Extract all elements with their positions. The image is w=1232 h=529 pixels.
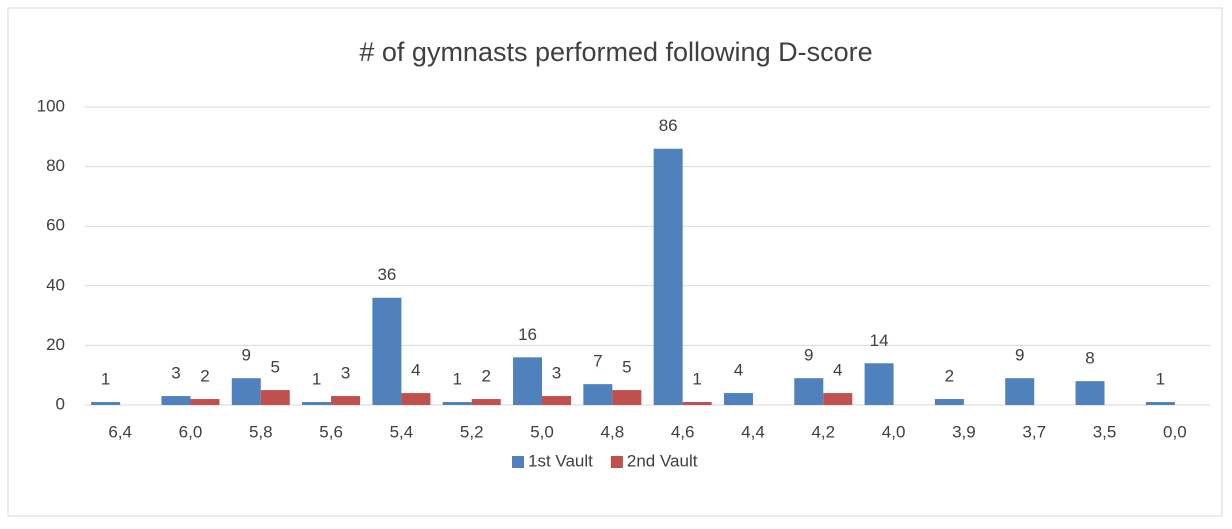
data-label: 9	[1015, 346, 1024, 365]
bar	[1145, 402, 1175, 405]
bar	[612, 390, 642, 405]
bar	[190, 399, 220, 405]
data-label: 2	[945, 367, 954, 386]
bar	[1075, 381, 1105, 405]
bar	[91, 402, 121, 405]
x-tick-label: 3,5	[1093, 422, 1117, 441]
bar	[442, 402, 472, 405]
bar	[401, 393, 431, 405]
x-tick-label: 4,6	[671, 422, 695, 441]
data-label: 4	[833, 361, 842, 380]
bar	[823, 393, 853, 405]
bar	[302, 402, 332, 405]
data-label: 4	[734, 361, 743, 380]
data-label: 14	[870, 331, 889, 350]
y-tick-label: 100	[37, 96, 65, 115]
data-label: 2	[481, 367, 490, 386]
x-tick-label: 6,0	[179, 422, 203, 441]
data-label: 36	[377, 265, 396, 284]
bar	[260, 390, 290, 405]
chart-border	[7, 7, 1223, 517]
data-label: 5	[271, 358, 280, 377]
bar	[723, 393, 753, 405]
x-tick-label: 5,0	[530, 422, 554, 441]
data-label: 7	[593, 352, 602, 371]
data-label: 5	[622, 358, 631, 377]
y-tick-label: 20	[46, 335, 65, 354]
x-tick-label: 6,4	[108, 422, 132, 441]
x-tick-label: 4,2	[811, 422, 835, 441]
y-tick-label: 40	[46, 275, 65, 294]
x-tick-label: 3,7	[1022, 422, 1046, 441]
data-label: 8	[1085, 349, 1094, 368]
data-label: 1	[101, 370, 110, 389]
bar	[471, 399, 501, 405]
bar	[161, 396, 191, 405]
data-label: 1	[312, 370, 321, 389]
y-tick-label: 0	[56, 394, 65, 413]
bar	[653, 148, 683, 405]
x-tick-label: 3,9	[952, 422, 976, 441]
bar	[934, 399, 964, 405]
x-tick-label: 4,0	[882, 422, 906, 441]
data-label: 16	[518, 325, 537, 344]
bar	[864, 363, 894, 405]
y-tick-label: 60	[46, 216, 65, 235]
data-label: 2	[200, 367, 209, 386]
x-tick-label: 0,0	[1163, 422, 1187, 441]
legend-swatch	[512, 456, 524, 468]
bar	[583, 384, 613, 405]
data-label: 3	[341, 364, 350, 383]
x-tick-label: 5,2	[460, 422, 484, 441]
data-label: 86	[659, 116, 678, 135]
data-label: 3	[171, 364, 180, 383]
chart-title: # of gymnasts performed following D-scor…	[359, 37, 872, 67]
bar	[682, 402, 712, 405]
data-label: 3	[552, 364, 561, 383]
data-label: 1	[692, 370, 701, 389]
bar	[331, 396, 361, 405]
legend-label: 1st Vault	[528, 451, 593, 470]
bar	[231, 378, 261, 405]
data-label: 4	[411, 361, 420, 380]
x-tick-label: 5,6	[319, 422, 343, 441]
x-tick-label: 4,8	[601, 422, 625, 441]
legend-label: 2nd Vault	[627, 451, 698, 470]
x-tick-label: 4,4	[741, 422, 765, 441]
bar	[1005, 378, 1035, 405]
legend-swatch	[610, 456, 623, 468]
bar	[372, 297, 402, 405]
x-tick-label: 5,8	[249, 422, 273, 441]
x-tick-label: 5,4	[390, 422, 414, 441]
y-tick-label: 80	[46, 156, 65, 175]
bar	[794, 378, 824, 405]
data-label: 1	[1156, 370, 1165, 389]
data-label: 9	[242, 346, 251, 365]
bar	[542, 396, 572, 405]
data-label: 9	[804, 346, 813, 365]
data-label: 1	[452, 370, 461, 389]
bar	[513, 357, 543, 405]
